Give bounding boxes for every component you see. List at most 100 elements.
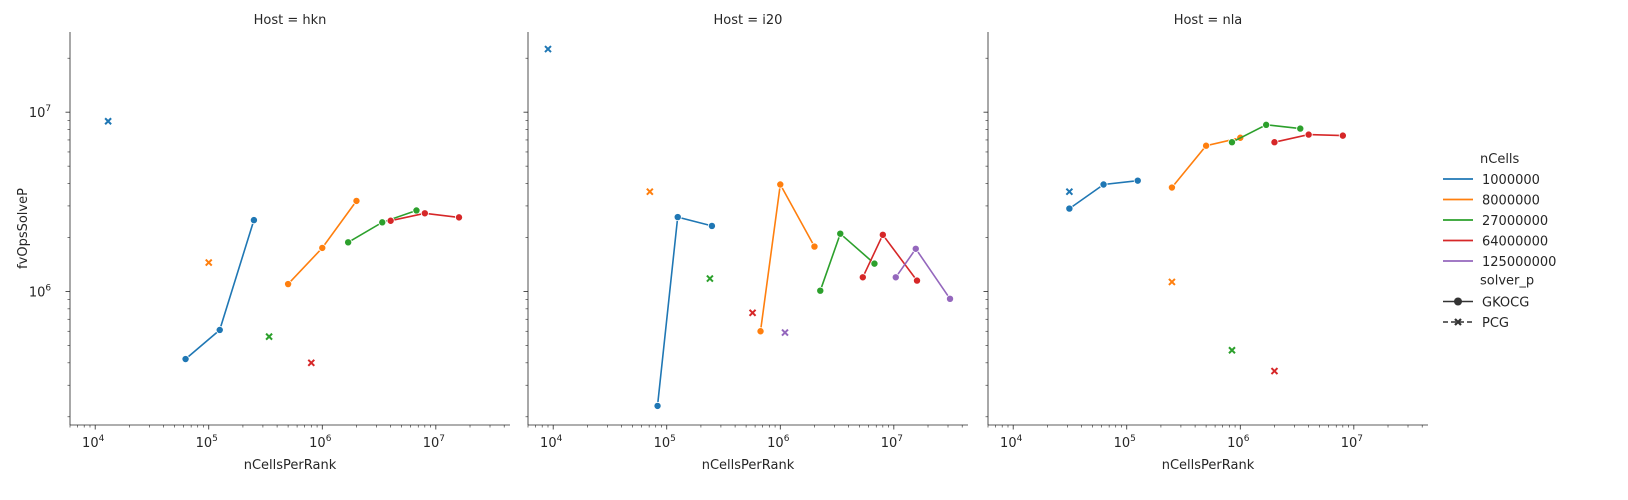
legend-entry-27000000: 27000000 <box>1443 214 1548 229</box>
series-64000000-gkocg <box>858 230 922 285</box>
panel-2: Host = nla 104 105 106 107 nCellsPerRank <box>983 13 1428 473</box>
data-point-x <box>307 359 315 367</box>
series-27000000-gkocg <box>344 206 421 247</box>
data-point <box>181 355 190 364</box>
series-64000000-pcg <box>1270 367 1279 375</box>
series-125000000-gkocg <box>891 244 955 303</box>
data-point <box>1304 130 1313 139</box>
series-64000000-pcg <box>307 359 315 367</box>
data-point-x <box>104 117 112 125</box>
legend-marker-x <box>1454 318 1462 326</box>
data-point <box>1099 180 1108 189</box>
data-point <box>836 229 845 238</box>
data-point <box>1202 141 1211 150</box>
data-point <box>378 218 387 227</box>
series-1000000-pcg <box>1065 188 1074 196</box>
series-27000000-gkocg <box>816 229 879 295</box>
data-point <box>878 230 887 239</box>
x-tick-label: 106 <box>767 434 790 451</box>
panel-1: Host = i20 104 105 106 107 nCellsPerRank <box>523 13 968 473</box>
data-point <box>870 259 879 268</box>
series-8000000-pcg <box>205 258 213 267</box>
series-line <box>819 232 875 291</box>
panel-title: Host = i20 <box>714 13 783 28</box>
x-tick-label: 106 <box>309 434 332 451</box>
data-point <box>1133 176 1142 185</box>
x-tick-label: 104 <box>82 434 105 451</box>
x-axis-label: nCellsPerRank <box>244 458 337 473</box>
legend: nCells 1000000 8000000 27000000 64000000 1250… <box>1443 152 1556 331</box>
data-point <box>1167 183 1176 192</box>
x-tick-label: 107 <box>881 434 903 451</box>
data-point-x <box>748 309 757 317</box>
data-point <box>1065 204 1074 213</box>
data-point <box>1338 131 1347 140</box>
panel-0: Host = hkn 104 105 106 107 106 107 nCellsPerRan… <box>16 13 510 473</box>
data-point <box>946 294 955 303</box>
series-64000000-gkocg <box>1270 130 1347 147</box>
legend-entry-pcg: PCG <box>1443 316 1509 331</box>
legend-label: GKOCG <box>1482 296 1529 311</box>
series-125000000-pcg <box>781 328 789 337</box>
series-line <box>185 219 255 360</box>
data-point <box>420 209 429 218</box>
legend-label: 27000000 <box>1482 214 1548 229</box>
x-tick-label: 107 <box>423 434 445 451</box>
legend-label: PCG <box>1482 316 1509 331</box>
data-point <box>284 280 293 289</box>
series-1000000-gkocg <box>653 213 716 410</box>
legend-label: 1000000 <box>1482 173 1540 188</box>
legend-marker-circle <box>1454 297 1462 306</box>
series-8000000-gkocg <box>756 180 819 336</box>
series-line <box>656 216 713 406</box>
series-8000000-gkocg <box>284 196 361 289</box>
data-point <box>776 180 785 189</box>
series-64000000-gkocg <box>386 209 464 225</box>
data-point-x <box>1168 278 1176 286</box>
data-point <box>810 242 819 251</box>
data-point-x <box>646 188 654 196</box>
y-tick-label: 107 <box>29 104 51 121</box>
data-point <box>858 273 867 282</box>
data-point-x <box>1228 346 1236 354</box>
series-line <box>347 209 417 243</box>
x-tick-label: 107 <box>1341 434 1363 451</box>
legend-entry-64000000: 64000000 <box>1443 235 1548 250</box>
data-point-x <box>781 328 789 337</box>
legend-label: 8000000 <box>1482 194 1540 209</box>
data-point <box>673 213 682 222</box>
data-point <box>816 286 825 295</box>
series-1000000-pcg <box>104 117 112 125</box>
legend-hue-title: nCells <box>1480 152 1520 167</box>
data-point <box>344 238 353 247</box>
data-point <box>1296 124 1305 133</box>
y-tick-label: 106 <box>29 283 52 300</box>
panel-title: Host = nla <box>1174 13 1243 28</box>
data-point-x <box>1270 367 1279 375</box>
x-tick-label: 104 <box>540 434 563 451</box>
x-axis-label: nCellsPerRank <box>702 458 795 473</box>
data-point-x <box>265 332 273 341</box>
series-line <box>759 181 816 332</box>
data-point <box>412 206 421 215</box>
data-point <box>891 273 900 282</box>
series-line <box>895 247 951 300</box>
data-point-x <box>706 274 714 283</box>
series-27000000-pcg <box>706 274 714 283</box>
data-point <box>911 244 920 253</box>
data-point <box>1270 138 1279 147</box>
legend-entry-8000000: 8000000 <box>1443 194 1540 209</box>
legend-entry-125000000: 125000000 <box>1443 255 1556 270</box>
series-27000000-gkocg <box>1227 120 1305 147</box>
y-axis-label: fvOpsSolveP <box>16 188 31 269</box>
series-1000000-gkocg <box>1065 176 1142 213</box>
legend-label: 64000000 <box>1482 235 1548 250</box>
data-point <box>352 196 361 205</box>
x-tick-label: 105 <box>654 434 676 451</box>
data-point <box>215 325 224 334</box>
series-27000000-pcg <box>1228 346 1236 354</box>
panel-title: Host = hkn <box>254 13 327 28</box>
series-64000000-pcg <box>748 309 757 317</box>
data-point-x <box>205 258 213 267</box>
